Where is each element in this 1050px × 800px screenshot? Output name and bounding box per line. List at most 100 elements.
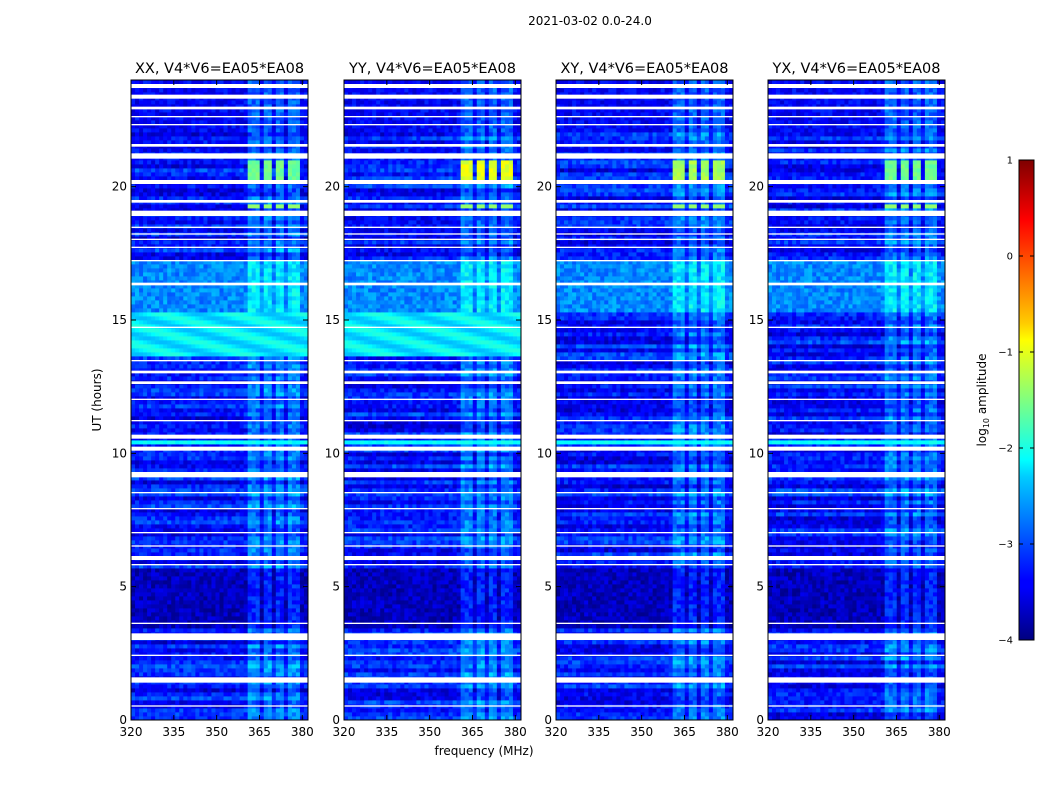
heatmap-cell [151, 688, 156, 693]
heatmap-cell [279, 312, 285, 317]
heatmap-cell [171, 368, 176, 373]
heatmap-cell [291, 648, 297, 653]
heatmap-cell [203, 568, 208, 573]
heatmap-cell [151, 668, 156, 673]
heatmap-cell [279, 328, 285, 333]
heatmap-cell [227, 536, 232, 541]
heatmap-cell [183, 404, 188, 409]
heatmap-cell [243, 348, 249, 353]
heatmap-cell [207, 392, 212, 397]
heatmap-cell [175, 360, 180, 365]
heatmap-cell [227, 284, 232, 289]
heatmap-cell [167, 408, 172, 413]
heatmap-cell [243, 372, 249, 377]
heatmap-cell [291, 668, 297, 673]
heatmap-cell [299, 500, 305, 505]
heatmap-cell [287, 296, 293, 301]
heatmap-cell [267, 276, 273, 281]
heatmap-cell [203, 284, 208, 289]
heatmap-cell [251, 496, 257, 501]
heatmap-cell [291, 608, 297, 613]
heatmap-cell [187, 652, 192, 657]
heatmap-cell [219, 644, 224, 649]
heatmap-cell [215, 560, 220, 565]
heatmap-cell [203, 540, 208, 545]
heatmap-cell [247, 324, 253, 329]
heatmap-cell [195, 400, 200, 405]
heatmap-cell [219, 284, 224, 289]
heatmap-cell [267, 368, 273, 373]
heatmap-cell [179, 344, 184, 349]
heatmap-cell [251, 268, 257, 273]
heatmap-cell [131, 540, 136, 545]
heatmap-cell [167, 344, 172, 349]
heatmap-cell [167, 452, 172, 457]
heatmap-cell [143, 336, 148, 341]
heatmap-cell [279, 560, 285, 565]
heatmap-cell [151, 644, 156, 649]
heatmap-cell [295, 500, 301, 505]
heatmap-cell [267, 568, 273, 573]
heatmap-cell [243, 420, 249, 425]
heatmap-cell [191, 496, 196, 501]
heatmap-cell [271, 308, 277, 313]
heatmap-cell [271, 292, 277, 297]
heatmap-cell [191, 572, 196, 577]
heatmap-cell [179, 540, 184, 545]
heatmap-cell [203, 496, 208, 501]
heatmap-cell [135, 432, 140, 437]
heatmap-cell [275, 628, 281, 633]
heatmap-cell [267, 428, 273, 433]
heatmap-cell [183, 476, 188, 481]
heatmap-cell [155, 644, 160, 649]
heatmap-cell [131, 664, 136, 669]
heatmap-cell [275, 444, 281, 449]
heatmap-cell [231, 536, 236, 541]
heatmap-cell [299, 508, 305, 513]
heatmap-cell [279, 476, 285, 481]
heatmap-cell [259, 712, 265, 717]
heatmap-cell [227, 604, 232, 609]
heatmap-cell [191, 600, 196, 605]
heatmap-cell [251, 584, 257, 589]
heatmap-cell [295, 620, 301, 625]
heatmap-cell [187, 388, 192, 393]
heatmap-cell [255, 300, 261, 305]
heatmap-cell [167, 316, 172, 321]
heatmap-cell [259, 332, 265, 337]
heatmap-cell [235, 568, 241, 573]
heatmap-cell [271, 408, 277, 413]
heatmap-cell [159, 460, 164, 465]
heatmap-cell [231, 372, 236, 377]
heatmap-cell [151, 512, 156, 517]
heatmap-cell [279, 360, 285, 365]
heatmap-cell [239, 524, 245, 529]
heatmap-cell [219, 624, 224, 629]
heatmap-cell [199, 328, 204, 333]
heatmap-cell [159, 712, 164, 717]
heatmap-cell [155, 604, 160, 609]
heatmap-cell [203, 528, 208, 533]
heatmap-cell [211, 520, 216, 525]
heatmap-cell [179, 276, 184, 281]
heatmap-cell [155, 508, 160, 513]
heatmap-cell [279, 576, 285, 581]
heatmap-cell [231, 484, 236, 489]
heatmap-cell [259, 424, 265, 429]
heatmap-cell [175, 388, 180, 393]
heatmap-cell [219, 500, 224, 505]
heatmap-cell [143, 696, 148, 701]
heatmap-cell [239, 372, 245, 377]
heatmap-cell [203, 476, 208, 481]
heatmap-cell [279, 584, 285, 589]
heatmap-cell [287, 516, 293, 521]
heatmap-cell [163, 552, 168, 557]
heatmap-cell [171, 456, 176, 461]
heatmap-cell [283, 348, 289, 353]
heatmap-cell [195, 392, 200, 397]
heatmap-cell [295, 660, 301, 665]
heatmap-cell [219, 656, 224, 661]
heatmap-cell [239, 400, 245, 405]
heatmap-cell [223, 596, 228, 601]
heatmap-cell [195, 468, 200, 473]
